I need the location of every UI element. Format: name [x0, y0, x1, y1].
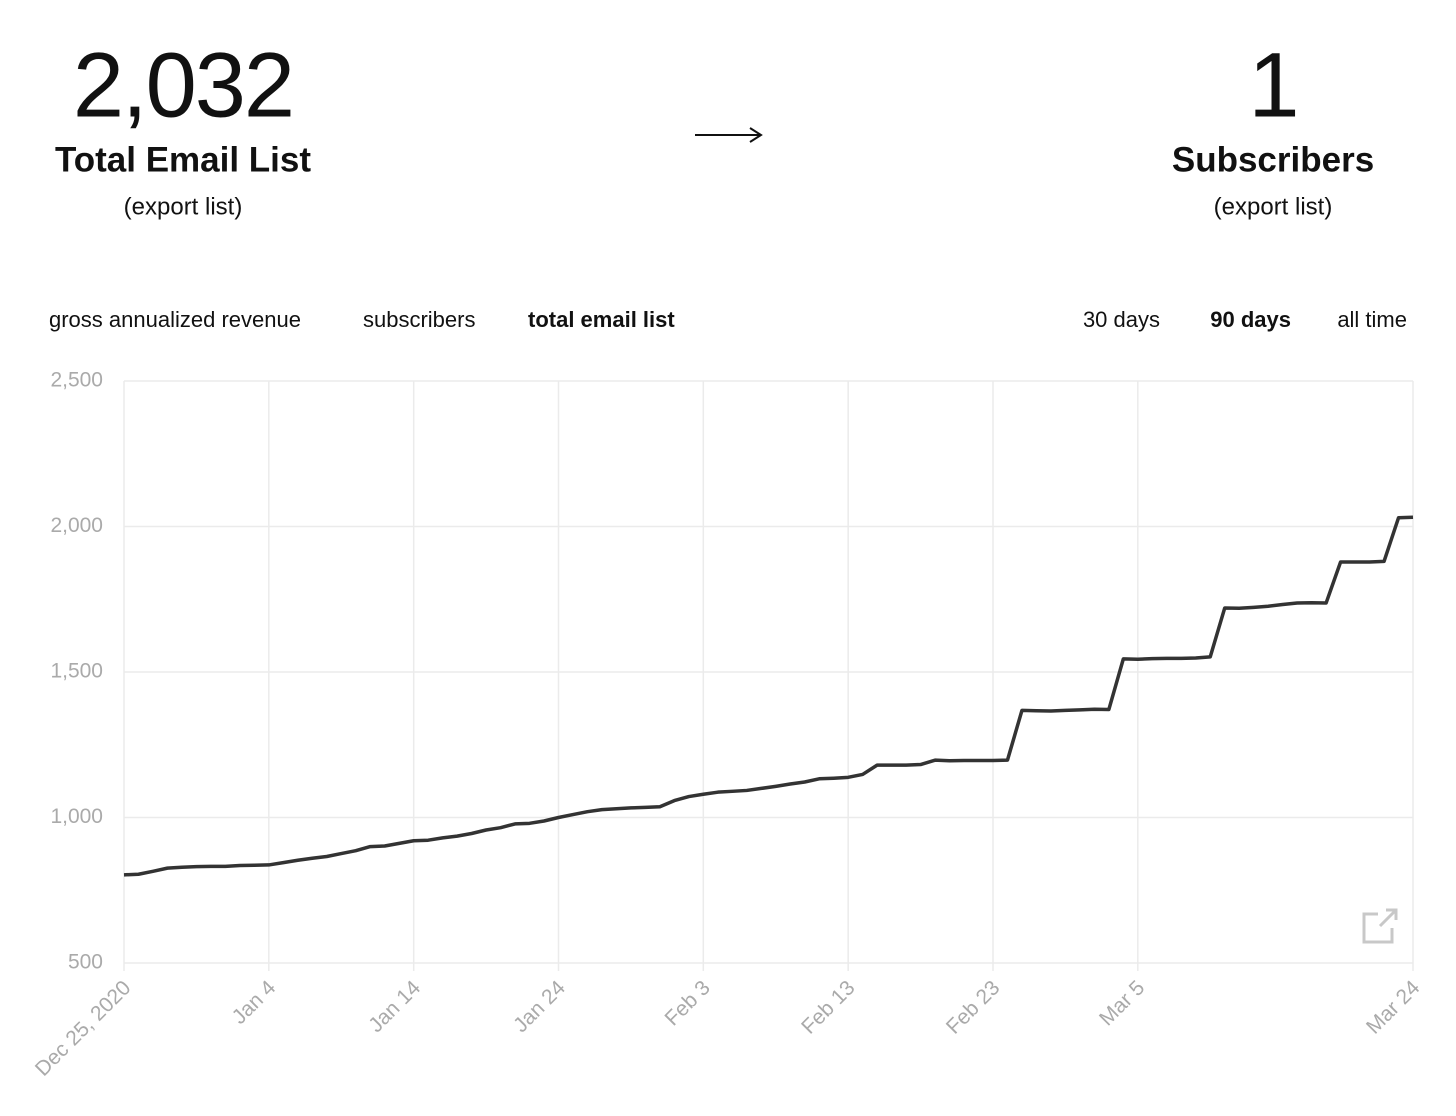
- stat-label: Total Email List: [55, 140, 311, 179]
- chart: 500 1,000 1,500 2,000 2,500 Dec 25, 2020 Jan 4…: [31, 369, 1425, 1081]
- y-tick-label: 2,000: [50, 514, 103, 537]
- range-tab[interactable]: 30 days: [1083, 307, 1160, 332]
- export-link[interactable]: (export list): [124, 193, 243, 220]
- export-link[interactable]: (export list): [1214, 193, 1333, 220]
- stat-value: 1: [1248, 34, 1297, 136]
- metric-tab[interactable]: total email list: [528, 307, 675, 332]
- x-tick-label: Mar 5: [1095, 976, 1149, 1030]
- x-tick-label: Feb 23: [942, 976, 1005, 1039]
- range-tab[interactable]: 90 days: [1210, 307, 1291, 332]
- x-tick-label: Mar 24: [1362, 976, 1425, 1039]
- y-tick-label: 2,500: [50, 369, 103, 392]
- y-tick-label: 1,000: [50, 805, 103, 828]
- y-tick-label: 500: [68, 951, 103, 974]
- x-tick-label: Feb 3: [661, 976, 715, 1030]
- x-tick-label: Jan 4: [228, 976, 281, 1029]
- x-tick-label: Jan 14: [364, 976, 425, 1037]
- y-tick-label: 1,500: [50, 660, 103, 683]
- x-tick-label: Dec 25, 2020: [31, 976, 136, 1081]
- tabs: gross annualized revenue subscribers total…: [49, 307, 1407, 332]
- x-tick-label: Feb 13: [797, 976, 860, 1039]
- metric-tab[interactable]: subscribers: [363, 307, 475, 332]
- stat-label: Subscribers: [1172, 140, 1374, 179]
- x-tick-label: Jan 24: [509, 976, 570, 1037]
- stat-value: 2,032: [73, 34, 293, 136]
- open-external-icon[interactable]: [1362, 908, 1398, 944]
- range-tab[interactable]: all time: [1337, 307, 1407, 332]
- metric-tab[interactable]: gross annualized revenue: [49, 307, 301, 332]
- arrow: [695, 127, 763, 143]
- data-line: [123, 515, 1414, 877]
